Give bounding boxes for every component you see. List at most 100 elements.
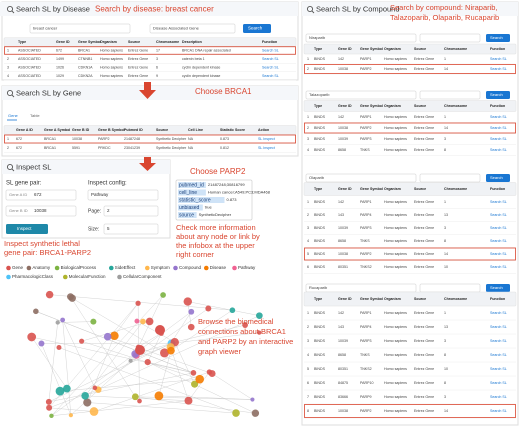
cell: PARP3 [360,226,372,230]
column-header: Type [314,104,322,108]
field-label: Page: [88,208,101,214]
node [56,320,60,324]
node [90,319,96,325]
cell: BINDS [314,353,326,357]
cell: PARP2 [360,409,372,413]
cell: CDKN1A [78,65,93,69]
cell: 3 [307,339,309,343]
cell: BINDS [314,395,326,399]
action-link: Search SL [490,148,507,152]
edge [159,351,171,396]
field-value: 672 [34,192,42,197]
column-header: Organism [100,40,117,44]
cell: BINDS [314,67,326,71]
table-header [304,44,516,54]
cell: Entrez Gene [128,74,148,78]
button-label: Search [490,35,503,40]
cell: 6 [156,65,158,69]
edge [60,379,200,391]
cell: 5591 [72,146,80,150]
button-label: Search [490,92,503,97]
column-header: Organism [384,297,401,301]
select-value: Disease Associated Gene [153,26,200,31]
cell: cyclin dependent kinase [182,74,220,78]
node [60,318,65,323]
cell: Entrez Gene [414,239,434,243]
cell: BINDS [314,339,326,343]
cell: PARP9 [360,395,372,399]
action-link: Search SL [490,200,507,204]
column-header: Function [262,40,277,44]
cell: CTNNB1 [78,57,92,61]
action-link: Search SL [490,311,507,315]
cell: 14 [444,252,448,256]
legend-label: Disease [210,265,227,270]
cell: 8 [444,148,446,152]
cell: 3 [156,57,158,61]
node [207,369,212,374]
action-link: SL Inspect [258,146,275,150]
action-link: Search SL [490,367,507,371]
edge [171,347,189,401]
legend-dot [109,266,114,271]
legend-dot [204,266,209,271]
cell: 14 [444,126,448,130]
cell: 1 [444,115,446,119]
cell: BINDS [314,148,326,152]
edge [114,303,138,335]
node [146,318,154,326]
cell: Entrez Gene [414,311,434,315]
cell: 142 [338,115,344,119]
cell: 21487248 [124,137,140,141]
cell: Entrez Gene [414,252,434,256]
cell: Homo sapiens [100,65,123,69]
legend-label: PharmacologicClass [12,274,54,279]
node [46,291,54,299]
node [132,393,139,400]
cell: PARP4 [360,213,372,217]
cell: Homo sapiens [384,239,407,243]
node [232,409,240,417]
cell: CDKN2A [78,74,93,78]
node [56,387,65,396]
legend-dot [6,266,11,271]
column-header: Statistic Score [220,128,245,132]
cell: BRCA1 [44,146,56,150]
node [135,345,145,355]
search-type-select [420,284,480,292]
node [205,306,211,312]
column-header: Organism [384,47,401,51]
cell: 4 [307,148,309,152]
edge [32,337,67,389]
cell: BINDS [314,226,326,230]
annotation: Search by disease: breast cancer [95,5,214,14]
cell: PARP1 [360,311,372,315]
cell: 10038 [72,137,82,141]
action-link: SL Inspect [258,137,275,141]
cell: 3 [444,226,446,230]
cell: Homo sapiens [384,226,407,230]
cell: 1499 [56,57,64,61]
cell: BINDS [314,409,326,413]
annotation: graph viewer [198,347,241,356]
table-header [304,101,516,112]
node [185,397,193,405]
cell: Homo sapiens [384,265,407,269]
column-header: Gene Symbol [360,47,383,51]
cell: 1 [307,115,309,119]
field-label: Gene B ID [9,208,28,213]
cell: 8658 [338,239,346,243]
cell: 1029 [56,74,64,78]
column-header: Description [182,40,202,44]
cell: 10 [444,367,448,371]
cell: 83666 [338,395,348,399]
info-key: unbiased [179,205,200,211]
column-header: Gene B Symbol [98,128,125,132]
cell: 14 [444,409,448,413]
input-value: Talazoparib [309,92,330,97]
cell: TNKS2 [360,265,372,269]
cell: 8 [307,409,309,413]
node [137,399,142,404]
node [188,324,195,331]
column-header: Gene ID [338,104,352,108]
